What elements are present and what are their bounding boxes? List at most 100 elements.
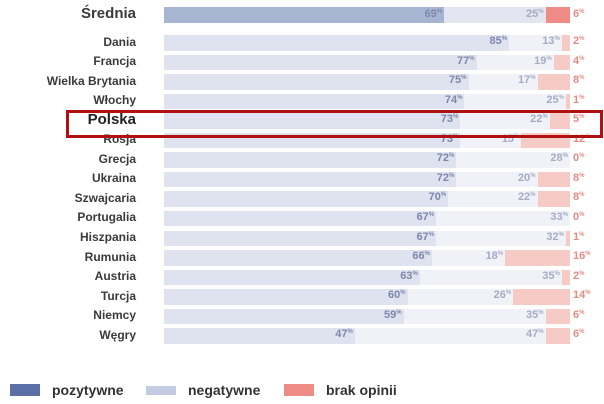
chart-row: Grecja 72% 28% 0% [0,152,604,168]
bar-segment-no-opinion [561,35,570,51]
negative-value: 17% [517,74,536,87]
bar-segment-negative [448,191,538,207]
bar-segment-positive [164,152,457,168]
chart-row: Ukraina 72% 20% 8% [0,171,604,188]
no-opinion-value: 8% [573,171,585,184]
chart-row: Austria 63% 35% 2% [0,269,604,286]
positive-value: 72% [436,171,455,184]
bar-segment-negative [419,269,562,286]
bar-segment-negative [456,152,570,168]
negative-value: 47% [526,328,544,341]
positive-value: 67% [416,210,435,223]
positive-value: 73% [440,113,459,126]
bar-segment-positive [164,113,461,129]
bar-segment-positive [164,171,457,188]
chart-row: Portugalia 67% 33% 0% [0,210,604,227]
no-opinion-value: 5% [573,113,585,126]
bar-segment-positive [164,35,510,51]
bar-segment-positive [164,308,404,325]
row-label: Ukraina [91,171,136,186]
chart-row: Szwajcaria 70% 22% 8% [0,191,604,207]
positive-value: 66% [412,250,430,263]
bar-segment-no-opinion [545,308,570,325]
bar-segment-no-opinion [553,54,570,71]
positive-value: 70% [428,191,447,204]
chart-row: Hiszpania 67% 32% 1% [0,230,604,246]
negative-value: 22% [517,191,536,204]
bar-segment-positive [164,74,469,90]
negative-value: 25% [526,8,544,20]
bar-segment-negative [509,35,562,51]
bar-segment-negative [456,171,538,188]
row-label: Francja [93,54,136,69]
stacked-bar [164,54,570,71]
bar-segment-negative [403,308,546,325]
bar-segment-positive [164,269,420,286]
stacked-bar-chart: Średnia 69% 25% 6% Dania 85% 13% 2% Francja 77% 19… [0,5,604,344]
no-opinion-value: 14% [573,289,591,302]
bar-segment-positive [164,230,437,246]
row-label: Polska [87,111,136,129]
chart-row: Wielka Brytania 75% 17% 8% [0,74,604,90]
stacked-bar [164,171,570,188]
negative-value: 22% [530,113,548,126]
negative-value: 28% [550,152,568,165]
positive-value: 63% [400,269,418,282]
no-opinion-value: 4% [573,54,585,67]
bar-segment-no-opinion [561,269,570,286]
chart-row: Dania 85% 13% 2% [0,35,604,51]
bar-segment-no-opinion [505,250,570,266]
bar-segment-negative [476,54,554,71]
positive-value: 72% [436,152,455,165]
bar-segment-no-opinion [545,328,570,344]
bar-segment-no-opinion [537,171,570,188]
row-label: Niemcy [93,308,136,323]
chart-row: Rumunia 66% 18% 16% [0,250,604,266]
bar-segment-positive [164,191,449,207]
chart-row: Włochy 74% 25% 1% [0,93,604,110]
stacked-bar [164,113,570,129]
bar-segment-positive [164,210,437,227]
positive-value: 77% [457,54,475,67]
legend-label-negative: negatywne [188,382,261,398]
row-label: Wielka Brytania [46,73,136,88]
row-label: Turcja [100,288,136,303]
row-label: Portugalia [77,210,136,225]
no-opinion-value: 0% [573,152,585,165]
bar-segment-negative [407,289,514,305]
legend-swatch-no-opinion [284,384,314,396]
stacked-bar [164,93,570,110]
legend-swatch-positive [10,384,40,396]
bar-segment-no-opinion [513,289,570,305]
bar-segment-negative [436,230,566,246]
legend-label-no-opinion: brak opinii [326,382,397,398]
negative-value: 20% [517,171,536,184]
row-label: Hiszpania [79,230,136,244]
stacked-bar [164,191,570,207]
bar-segment-negative [468,74,538,90]
chart-row: Turcja 60% 26% 14% [0,289,604,305]
stacked-bar [164,7,570,23]
row-label: Włochy [93,93,136,108]
chart-row: Niemcy 59% 35% 6% [0,308,604,325]
no-opinion-value: 16% [573,250,591,263]
no-opinion-value: 2% [573,269,585,282]
no-opinion-value: 1% [573,93,585,106]
bar-segment-negative [431,250,506,266]
legend-item-negative: negatywne [146,382,260,398]
positive-value: 69% [424,8,443,20]
no-opinion-value: 1% [573,230,585,243]
stacked-bar [164,152,570,168]
row-label: Średnia [80,5,136,22]
stacked-bar [164,210,570,227]
positive-value: 47% [335,328,353,341]
chart-row: Węgry 47% 47% 6% [0,328,604,344]
negative-value: 25% [546,93,564,106]
no-opinion-value: 8% [573,191,585,204]
negative-value: 32% [546,230,564,243]
stacked-bar [164,328,570,344]
negative-value: 13% [542,35,560,47]
stacked-bar [164,74,570,90]
stacked-bar [164,35,570,51]
no-opinion-value: 6% [573,8,585,20]
